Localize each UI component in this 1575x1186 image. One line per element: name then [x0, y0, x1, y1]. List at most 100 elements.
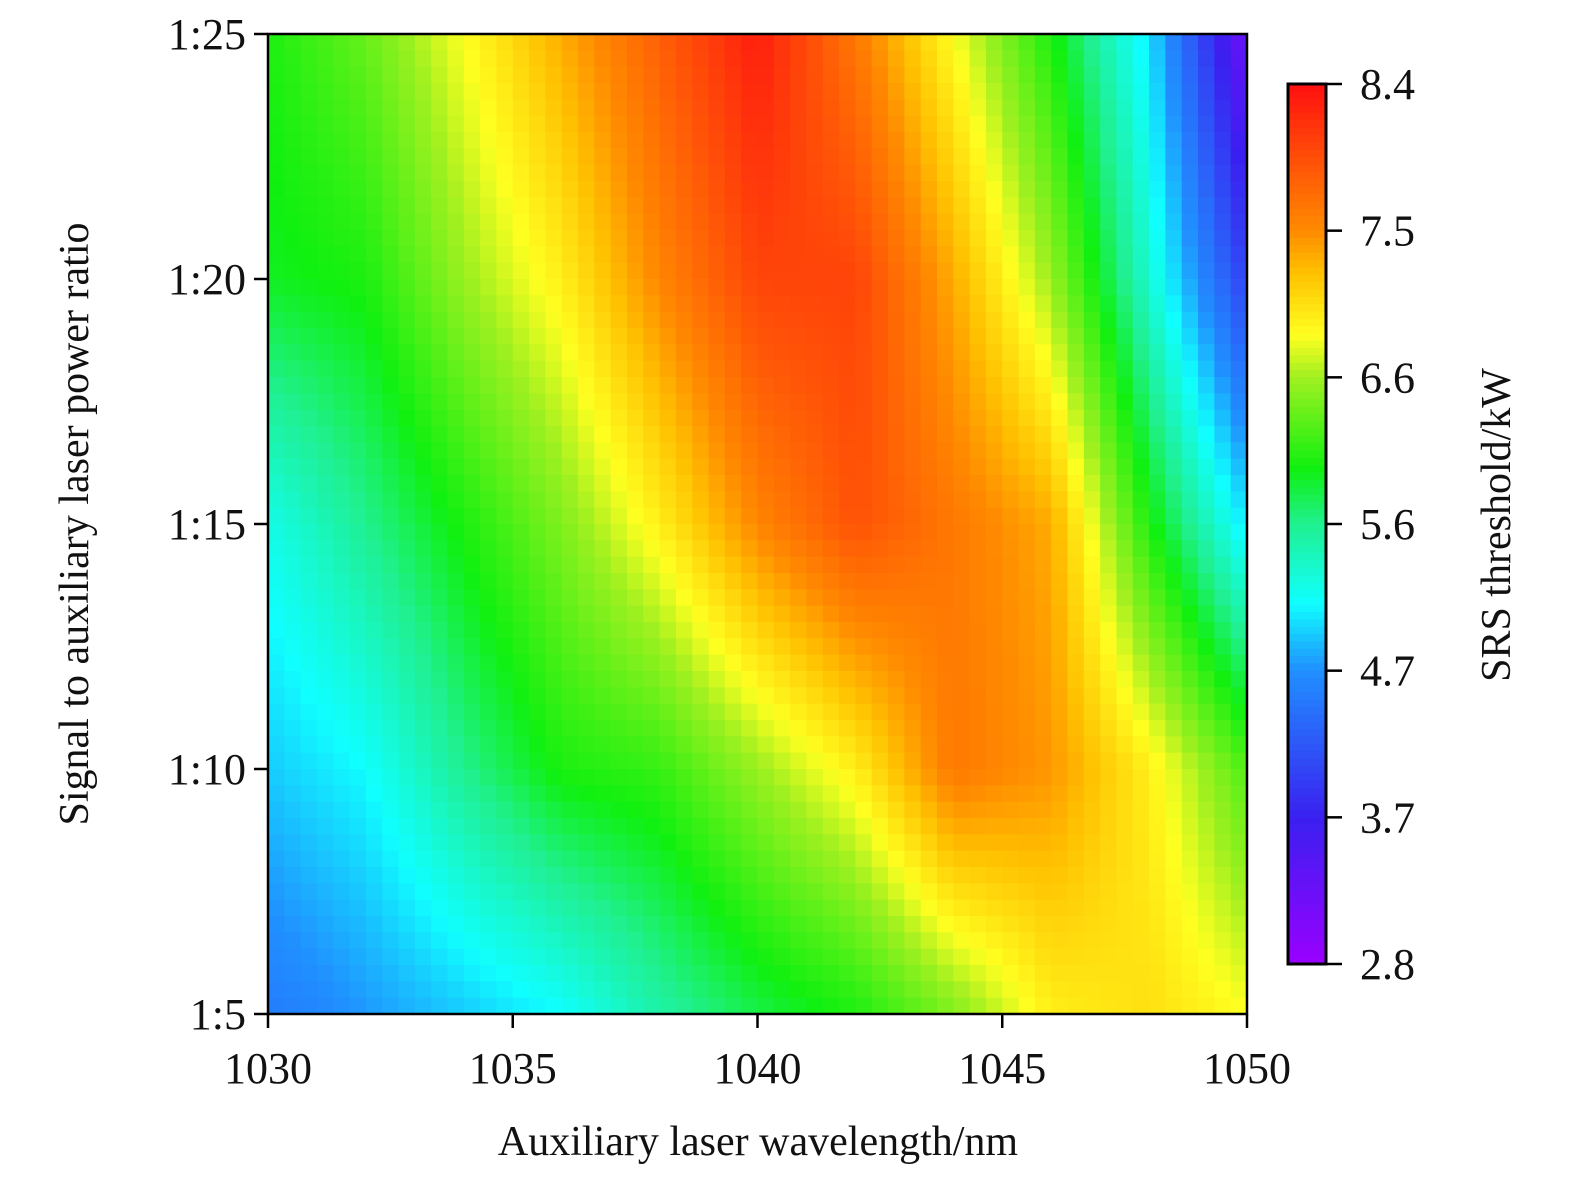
heatmap-cell: [496, 393, 514, 411]
heatmap-cell: [300, 916, 318, 933]
heatmap-cell: [1018, 409, 1036, 427]
colorbar-segment: [1288, 846, 1326, 855]
heatmap-cell: [529, 377, 546, 394]
heatmap-cell: [349, 164, 367, 182]
heatmap-cell: [724, 703, 742, 721]
heatmap-cell: [1230, 589, 1248, 607]
heatmap-cell: [1132, 769, 1150, 786]
heatmap-cell: [675, 213, 693, 231]
heatmap-cell: [594, 393, 612, 411]
heatmap-cell: [594, 164, 612, 182]
heatmap-cell: [463, 99, 481, 117]
heatmap-cell: [529, 997, 546, 1015]
heatmap-cell: [773, 720, 791, 737]
heatmap-cell: [806, 932, 824, 950]
heatmap-cell: [268, 164, 285, 182]
heatmap-cell: [431, 262, 449, 280]
heatmap-cell: [790, 654, 808, 672]
heatmap-cell: [822, 491, 840, 509]
heatmap-cell: [610, 377, 628, 394]
heatmap-cell: [398, 148, 416, 166]
heatmap-cell: [365, 409, 383, 427]
heatmap-cell: [300, 393, 318, 411]
heatmap-cell: [936, 997, 954, 1015]
heatmap-cell: [398, 671, 416, 688]
heatmap-cell: [561, 997, 579, 1015]
heatmap-cell: [724, 311, 742, 329]
heatmap-cell: [855, 965, 873, 982]
heatmap-cell: [300, 818, 318, 835]
heatmap-cell: [1116, 475, 1134, 492]
heatmap-cell: [1083, 540, 1101, 558]
heatmap-cell: [1165, 883, 1183, 901]
heatmap-cell: [839, 458, 856, 476]
heatmap-cell: [1100, 34, 1118, 51]
heatmap-cell: [316, 540, 334, 558]
heatmap-cell: [953, 246, 971, 264]
heatmap-cell: [496, 671, 514, 688]
heatmap-cell: [431, 948, 449, 966]
heatmap-cell: [888, 213, 905, 231]
heatmap-cell: [447, 965, 465, 982]
heatmap-cell: [1100, 246, 1118, 264]
heatmap-cell: [626, 262, 644, 280]
heatmap-cell: [333, 948, 351, 966]
heatmap-cell: [757, 132, 775, 149]
heatmap-cell: [431, 883, 449, 901]
heatmap-cell: [1214, 197, 1232, 215]
heatmap-cell: [659, 524, 677, 541]
heatmap-cell: [496, 687, 514, 705]
heatmap-cell: [1100, 589, 1118, 607]
colorbar-segment: [1288, 751, 1326, 760]
heatmap-cell: [1067, 916, 1085, 933]
heatmap-cell: [953, 262, 971, 280]
heatmap-cell: [1198, 181, 1215, 198]
heatmap-cell: [1230, 279, 1248, 296]
y-axis-label: Signal to auxiliary laser power ratio: [52, 223, 98, 826]
heatmap-cell: [1132, 66, 1150, 84]
heatmap-cell: [398, 589, 416, 607]
heatmap-cell: [1149, 703, 1167, 721]
heatmap-cell: [790, 867, 808, 884]
heatmap-cell: [398, 295, 416, 313]
heatmap-cell: [365, 769, 383, 786]
heatmap-cell: [284, 393, 302, 411]
heatmap-cell: [561, 164, 579, 182]
heatmap-cell: [757, 164, 775, 182]
heatmap-cell: [545, 458, 563, 476]
colorbar-segment: [1288, 516, 1326, 525]
heatmap-cell: [708, 164, 726, 182]
heatmap-cell: [496, 785, 514, 803]
heatmap-cell: [855, 703, 873, 721]
heatmap-cell: [724, 99, 742, 117]
heatmap-cell: [398, 801, 416, 819]
colorbar-segment: [1288, 252, 1326, 261]
heatmap-cell: [643, 262, 661, 280]
heatmap-cell: [512, 703, 530, 721]
heatmap-cell: [790, 932, 808, 950]
heatmap-cell: [1083, 720, 1101, 737]
heatmap-cell: [790, 458, 808, 476]
heatmap-cell: [382, 409, 400, 427]
heatmap-cell: [871, 393, 889, 411]
heatmap-cell: [447, 818, 465, 835]
heatmap-cell: [773, 589, 791, 607]
heatmap-cell: [790, 850, 808, 868]
heatmap-cell: [300, 524, 318, 541]
heatmap-cell: [594, 507, 612, 525]
heatmap-cell: [1018, 475, 1036, 492]
heatmap-cell: [1034, 393, 1052, 411]
heatmap-cell: [1083, 262, 1101, 280]
heatmap-cell: [349, 850, 367, 868]
heatmap-cell: [741, 605, 759, 623]
heatmap-cell: [741, 83, 759, 100]
heatmap-cell: [610, 573, 628, 590]
heatmap-cell: [675, 654, 693, 672]
heatmap-cell: [1034, 834, 1052, 852]
heatmap-cell: [839, 262, 856, 280]
heatmap-cell: [822, 736, 840, 754]
heatmap-cell: [936, 164, 954, 182]
heatmap-cell: [692, 589, 710, 607]
heatmap-cell: [920, 262, 938, 280]
heatmap-cell: [790, 801, 808, 819]
